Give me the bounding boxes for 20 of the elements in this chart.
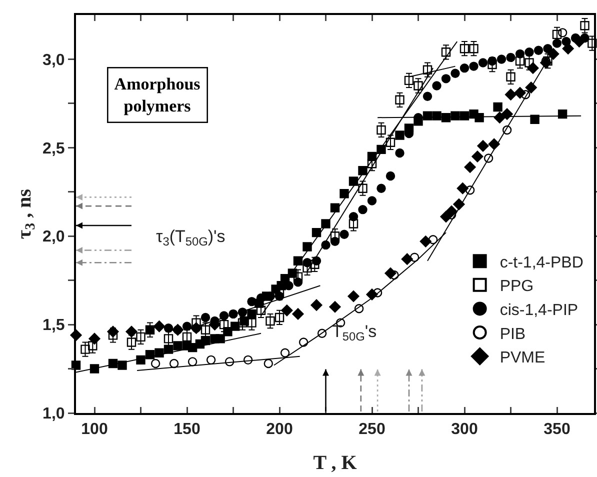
legend-label: PVME: [500, 350, 546, 367]
x-tick-label: 300: [451, 421, 478, 438]
x-tick-label: 100: [81, 421, 108, 438]
legend-label: cis-1,4-PIP: [500, 302, 578, 319]
x-axis-title: T , K: [313, 452, 358, 474]
legend-label: PIB: [500, 326, 526, 343]
legend-label: PPG: [500, 278, 534, 296]
annotation: Amorphous polymers: [114, 74, 201, 116]
y-tick-label: 2,5: [42, 140, 65, 158]
y-tick-label: 2,0: [42, 228, 65, 246]
x-tick-label: 200: [266, 421, 293, 438]
legend-label: c-t-1,4-PBD: [500, 254, 584, 272]
y-tick-label: 1,0: [42, 406, 65, 423]
annotation: τ$_{3}$(T$_{50G}$)'s: [156, 227, 226, 249]
y-tick-label: 3,0: [42, 52, 65, 69]
x-tick-label: 250: [358, 421, 386, 438]
y-tick-label: 1,5: [42, 317, 65, 334]
x-tick-label: 350: [544, 421, 570, 438]
x-tick-label: 150: [174, 421, 200, 438]
annotation: T$_{50G}$'s: [332, 322, 377, 344]
